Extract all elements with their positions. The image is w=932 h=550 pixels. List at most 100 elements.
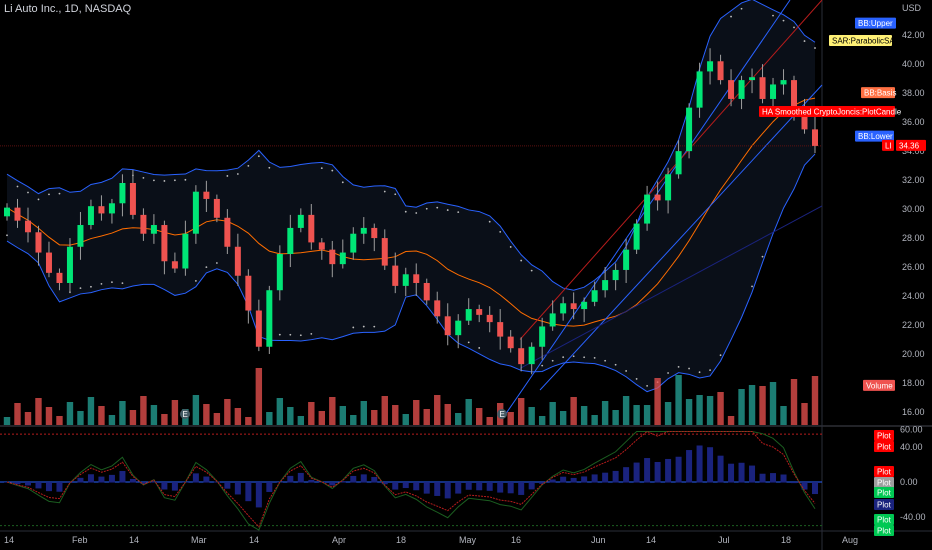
volume-bar [434, 395, 441, 425]
volume-bar [171, 400, 179, 425]
volume-bar [654, 378, 661, 425]
tag-bb-lower: BB:Lower [858, 132, 893, 141]
volume-bar [297, 416, 305, 425]
time-axis-tick: 14 [646, 535, 656, 545]
indicator-histogram-bar [518, 482, 525, 495]
candle [465, 309, 472, 321]
channel-line-low2 [519, 205, 823, 369]
sar-dot [310, 332, 313, 335]
sar-dot [27, 191, 29, 194]
sar-dot [184, 178, 187, 181]
volume-bar [255, 368, 263, 425]
candle [182, 233, 189, 269]
candle [140, 214, 147, 234]
indicator-axis-tick: -40.00 [900, 512, 926, 522]
volume-bar [759, 386, 766, 425]
candle [486, 314, 493, 323]
candle [192, 191, 199, 234]
candle [77, 225, 84, 247]
sar-dot [719, 354, 722, 357]
indicator-tag-bg [874, 477, 894, 488]
candle [234, 246, 241, 276]
sar-dot [667, 372, 669, 374]
sar-dot [562, 356, 565, 359]
sar-dot [488, 220, 491, 223]
volume-bar [360, 401, 367, 425]
sar-dot [572, 355, 575, 358]
indicator-histogram-bar [738, 462, 745, 483]
volume-bar [150, 405, 158, 425]
candle [455, 320, 462, 336]
sar-dot [268, 166, 271, 169]
channel-line-lower [539, 84, 823, 391]
sar-dot [236, 173, 239, 175]
indicator-tag: Plot [877, 432, 892, 441]
candle [507, 336, 514, 349]
indicator-histogram-bar [507, 482, 514, 494]
time-axis-tick: 14 [129, 535, 139, 545]
volume-bar [119, 401, 126, 425]
indicator-histogram-bar [255, 482, 262, 508]
candle [591, 290, 598, 302]
indicator-histogram-bar [476, 482, 483, 491]
tag-ha-smoothed: HA Smoothed CryptoJoncis:PlotCandle [762, 107, 902, 116]
volume-bar [413, 400, 420, 425]
time-axis-tick: 14 [249, 535, 259, 545]
earnings-marker-label: E [500, 410, 505, 419]
candle [308, 214, 315, 243]
indicator-histogram-bar [623, 467, 630, 483]
candle [14, 207, 21, 221]
sar-dot [79, 287, 82, 290]
sar-dot [331, 169, 334, 172]
indicator-histogram-bar [717, 455, 724, 483]
price-axis-tick: 26.00 [902, 262, 925, 272]
candle [161, 225, 168, 262]
sar-dot [551, 359, 554, 362]
tag-bb-basis: BB:Basis [864, 89, 896, 98]
candle [413, 274, 420, 283]
indicator-histogram-bar [392, 482, 399, 490]
candle [224, 217, 231, 247]
candle [717, 61, 724, 81]
volume-bar [486, 417, 493, 425]
candle [87, 206, 94, 226]
candle [623, 249, 630, 270]
candle [612, 269, 619, 281]
candle [602, 280, 609, 291]
indicator-histogram-bar [297, 472, 304, 483]
candle [329, 249, 336, 265]
indicator-histogram-bar [402, 482, 409, 489]
volume-bar [140, 396, 147, 425]
volume-bar [738, 389, 745, 425]
candle [644, 194, 651, 224]
indicator-histogram-bar [644, 458, 651, 483]
volume-bar [129, 410, 137, 425]
sar-dot [48, 193, 50, 196]
indicator-histogram-bar [203, 476, 210, 483]
candle [518, 348, 525, 365]
volume-bar [108, 415, 116, 425]
volume-bar [528, 407, 535, 425]
indicator-tag: Plot [877, 479, 892, 488]
volume-bar [161, 414, 168, 425]
indicator-histogram-bar [696, 445, 703, 483]
indicator-histogram-bar [14, 482, 21, 485]
candle [528, 346, 535, 365]
indicator-histogram-bar [633, 462, 640, 483]
price-axis-tick: 18.00 [902, 378, 925, 388]
price-axis-tick: 42.00 [902, 30, 925, 40]
bb-upper-line [6, 0, 816, 291]
volume-bar [591, 415, 598, 425]
indicator-histogram-bar [465, 482, 472, 490]
sar-dot [614, 363, 617, 366]
bollinger-band-fill [7, 0, 815, 392]
candle [570, 303, 577, 310]
volume-bar [549, 402, 556, 425]
indicator-axis-tick: 40.00 [900, 442, 923, 452]
oscillator-signal-line [6, 430, 816, 528]
indicator-tag: Plot [877, 468, 892, 477]
volume-bar [633, 405, 640, 425]
indicator-histogram-bar [581, 476, 588, 483]
tag-last-price: 34.36 [899, 141, 920, 150]
